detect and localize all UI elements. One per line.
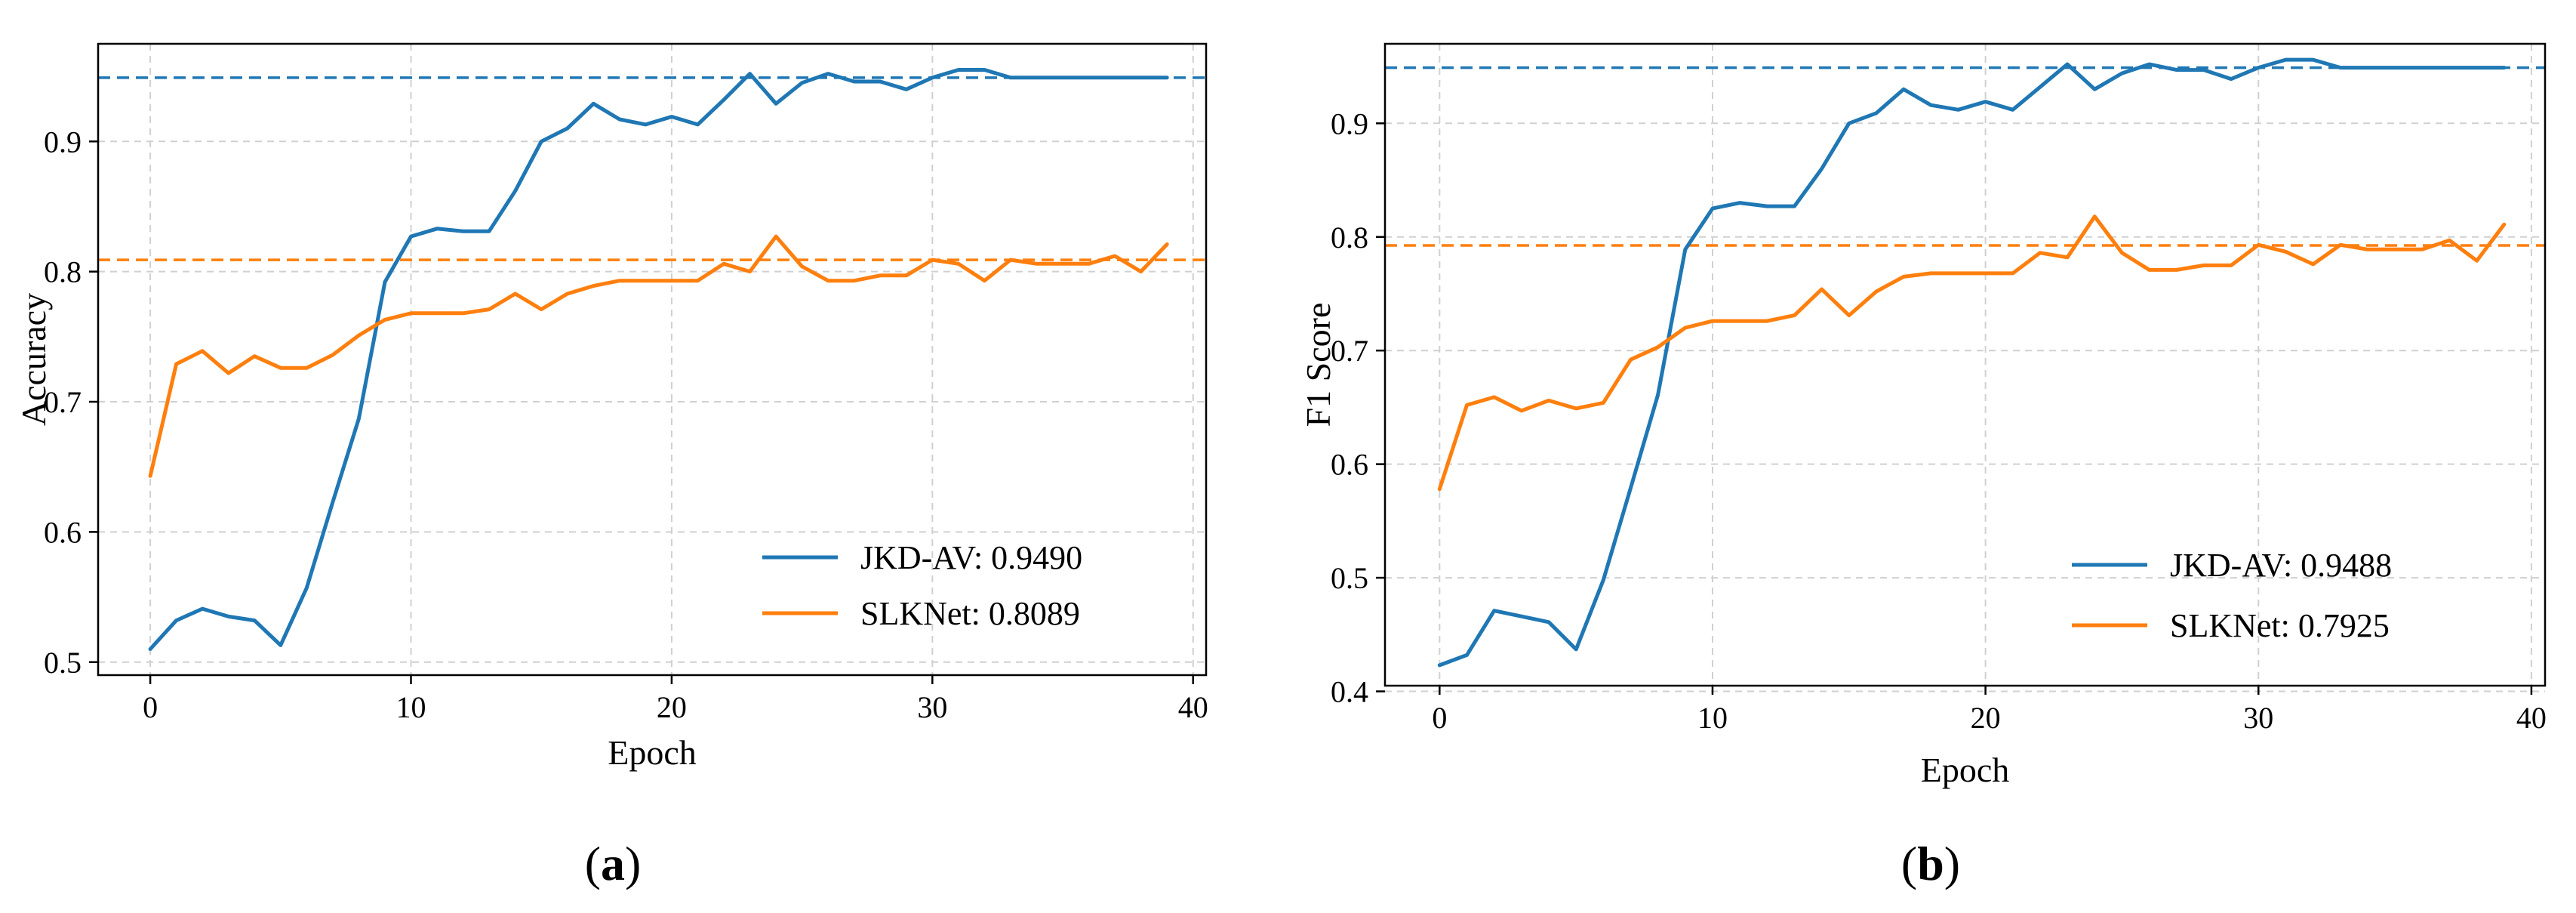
series-lines-b [1437,57,2507,668]
x-ticks-b: 0 10 20 30 40 [1432,686,2547,735]
panel-label-b: (b) [1901,837,1960,890]
series-lines-a [148,68,1169,651]
series-line-a-0 [148,68,1169,651]
x-tick-label-b-3: 30 [2243,701,2273,735]
y-tick-label-a-3: 0.8 [44,255,82,289]
series-line-b-1 [1437,214,2507,492]
y-tick-label-b-2: 0.6 [1331,448,1368,482]
series-line-a-1 [148,234,1169,478]
y-tick-label-b-1: 0.5 [1331,561,1368,595]
legend-b: JKD-AV: 0.9488 SLKNet: 0.7925 [2072,547,2392,644]
x-tick-label-a-4: 40 [1178,690,1208,724]
x-tick-label-b-4: 40 [2516,701,2547,735]
reference-lines-a [98,76,1206,261]
panel-letter-a: a [601,837,625,890]
panel-label-a: (a) [585,837,642,890]
grid-a [98,44,1206,675]
legend-label-a-1: SLKNet: 0.8089 [860,595,1080,632]
x-axis-label-a: Epoch [608,733,697,772]
y-tick-label-a-2: 0.7 [44,385,82,419]
x-tick-label-a-2: 20 [657,690,687,724]
chart-accuracy: 0 10 20 30 40 0.5 0.6 0.7 0.8 0.9 Epoch Accuracy… [14,42,1208,890]
plot-frame-b [1383,42,2547,687]
x-axis-label-b: Epoch [1921,751,2010,789]
y-tick-label-b-3: 0.7 [1331,334,1368,368]
x-tick-label-b-2: 20 [1971,701,2001,735]
x-tick-label-a-3: 30 [917,690,947,724]
grid-b [1385,44,2545,692]
y-tick-label-b-0: 0.4 [1331,675,1368,709]
y-tick-label-a-1: 0.6 [44,515,82,549]
legend-label-a-0: JKD-AV: 0.9490 [860,539,1082,576]
chart-f1-score: 0 10 20 30 40 0.4 0.5 0.6 0.7 0.8 0.9 Epoch F1 Sc… [1299,42,2547,890]
y-tick-label-b-4: 0.8 [1331,221,1368,254]
x-tick-label-a-1: 10 [395,690,426,724]
x-tick-label-b-1: 10 [1697,701,1728,735]
y-ticks-b: 0.4 0.5 0.6 0.7 0.8 0.9 [1331,106,1385,709]
y-axis-label-a: Accuracy [14,293,53,426]
y-ticks-a: 0.5 0.6 0.7 0.8 0.9 [44,125,98,680]
plot-frame-a [97,42,1208,677]
legend-label-b-0: JKD-AV: 0.9488 [2170,547,2392,584]
legend-label-b-1: SLKNet: 0.7925 [2170,607,2390,644]
y-axis-label-b: F1 Score [1299,303,1337,427]
series-line-b-0 [1437,57,2507,668]
x-tick-label-a-0: 0 [143,690,158,724]
panel-letter-b: b [1917,837,1944,890]
legend-a: JKD-AV: 0.9490 SLKNet: 0.8089 [762,539,1082,632]
x-ticks-a: 0 10 20 30 40 [143,675,1208,724]
y-tick-label-b-5: 0.9 [1331,106,1368,140]
y-tick-label-a-4: 0.9 [44,125,82,159]
x-tick-label-b-0: 0 [1432,701,1447,735]
reference-lines-b [1385,66,2545,247]
y-tick-label-a-0: 0.5 [44,646,82,680]
